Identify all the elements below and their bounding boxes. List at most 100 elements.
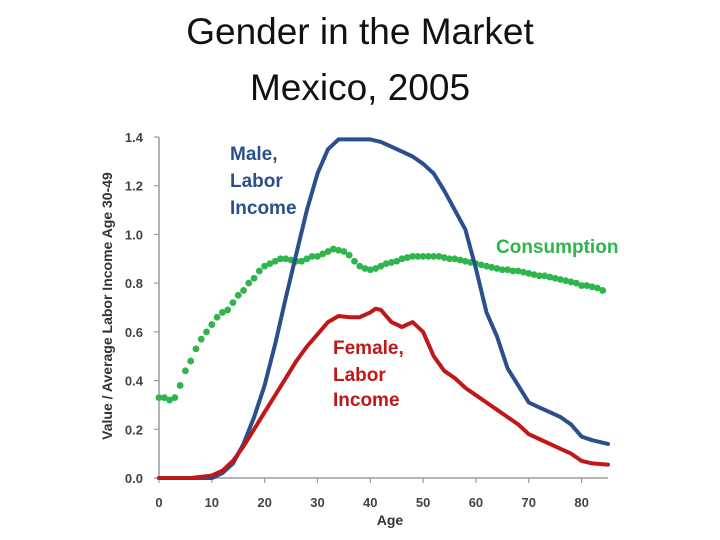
- y-tick-label: 0.0: [125, 471, 143, 486]
- consumption-point: [298, 257, 306, 265]
- x-tick-label: 0: [155, 495, 162, 510]
- consumption-point: [213, 313, 221, 321]
- consumption-point: [351, 257, 358, 265]
- consumption-point: [567, 278, 575, 286]
- consumption-point: [203, 328, 210, 336]
- consumption-point: [229, 299, 237, 307]
- consumption-point: [488, 263, 496, 271]
- consumption-point: [557, 276, 564, 283]
- consumption-point: [155, 394, 163, 402]
- series-male-labor-income: [157, 137, 610, 480]
- female-annotation-line1: Female,: [333, 338, 404, 359]
- consumption-point: [514, 267, 522, 275]
- consumption-point: [551, 274, 559, 282]
- consumption-point: [588, 283, 596, 291]
- consumption-point: [477, 261, 485, 269]
- consumption-point: [498, 266, 506, 274]
- consumption-annotation: Consumption: [496, 237, 618, 258]
- consumption-point: [578, 282, 585, 289]
- consumption-point: [261, 262, 269, 270]
- male-annotation-line2: Labor: [230, 171, 283, 192]
- x-tick-label: 60: [469, 495, 483, 510]
- consumption-point: [234, 291, 242, 299]
- page-title-line1: Gender in the Market: [186, 11, 534, 52]
- consumption-point: [525, 270, 533, 277]
- consumption-point: [366, 266, 374, 274]
- consumption-point: [493, 265, 501, 272]
- female-annotation: Female, Labor Income: [333, 338, 404, 411]
- y-tick-label: 0.2: [125, 422, 143, 437]
- y-tick-label: 1.4: [125, 130, 144, 145]
- consumption-point: [562, 277, 570, 285]
- consumption-point: [451, 255, 459, 263]
- consumption-point: [255, 267, 263, 275]
- consumption-point: [440, 254, 448, 261]
- x-tick-label: 70: [522, 495, 536, 510]
- consumption-point: [446, 255, 453, 263]
- consumption-point: [345, 251, 353, 259]
- x-axis-label: Age: [377, 512, 404, 528]
- female-annotation-line2: Labor: [333, 365, 386, 386]
- consumption-point: [303, 255, 311, 263]
- x-tick-label: 20: [257, 495, 271, 510]
- consumption-point: [240, 287, 247, 294]
- consumption-point: [461, 257, 469, 265]
- consumption-point: [324, 248, 332, 255]
- consumption-point: [208, 321, 216, 328]
- consumption-point: [218, 308, 226, 316]
- y-tick-label: 1.2: [125, 179, 143, 194]
- consumption-point: [192, 345, 200, 353]
- male-annotation-line1: Male,: [230, 144, 278, 165]
- x-tick-label: 50: [416, 495, 430, 510]
- consumption-point: [372, 265, 379, 272]
- consumption-point: [282, 255, 290, 263]
- consumption-point: [182, 367, 189, 375]
- consumption-point: [419, 252, 427, 260]
- consumption-point: [541, 272, 549, 280]
- consumption-point: [572, 279, 580, 287]
- y-tick-label: 1.0: [125, 227, 143, 242]
- female-annotation-line3: Income: [333, 390, 400, 411]
- consumption-point: [377, 262, 385, 270]
- y-axis-label: Value / Average Labor Income Age 30-49: [99, 172, 115, 440]
- consumption-point: [245, 279, 253, 287]
- y-tick-label: 0.4: [125, 374, 144, 389]
- consumption-point: [187, 357, 195, 365]
- consumption-point: [271, 257, 279, 265]
- consumption-point: [393, 257, 401, 265]
- x-tick-labels: 0 10 20 30 40 50 60 70 80: [155, 478, 589, 510]
- consumption-point: [430, 252, 438, 260]
- consumption-point: [456, 256, 464, 264]
- consumption-point: [414, 252, 422, 260]
- consumption-point: [361, 265, 369, 272]
- consumption-point: [535, 272, 543, 280]
- x-tick-label: 80: [574, 495, 588, 510]
- consumption-point: [583, 282, 591, 289]
- consumption-point: [308, 252, 316, 260]
- consumption-annotation-label: Consumption: [496, 237, 618, 258]
- consumption-point: [435, 252, 443, 260]
- consumption-point: [483, 262, 490, 270]
- consumption-point: [277, 255, 284, 263]
- consumption-point: [398, 255, 406, 263]
- consumption-point: [409, 252, 416, 260]
- consumption-point: [176, 382, 184, 389]
- consumption-point: [166, 396, 173, 404]
- consumption-point: [340, 248, 348, 255]
- x-tick-label: 30: [310, 495, 324, 510]
- y-tick-label: 0.6: [125, 325, 143, 340]
- consumption-point: [314, 252, 321, 260]
- consumption-point: [403, 254, 411, 261]
- series-consumption: [155, 245, 607, 404]
- consumption-point: [171, 394, 179, 402]
- consumption-point: [546, 273, 554, 281]
- consumption-point: [329, 245, 337, 253]
- y-tick-label: 0.8: [125, 276, 143, 291]
- consumption-point: [520, 268, 527, 276]
- consumption-point: [599, 287, 607, 294]
- male-annotation: Male, Labor Income: [230, 144, 297, 219]
- consumption-point: [224, 306, 232, 314]
- consumption-point: [335, 246, 342, 254]
- consumption-point: [197, 335, 205, 343]
